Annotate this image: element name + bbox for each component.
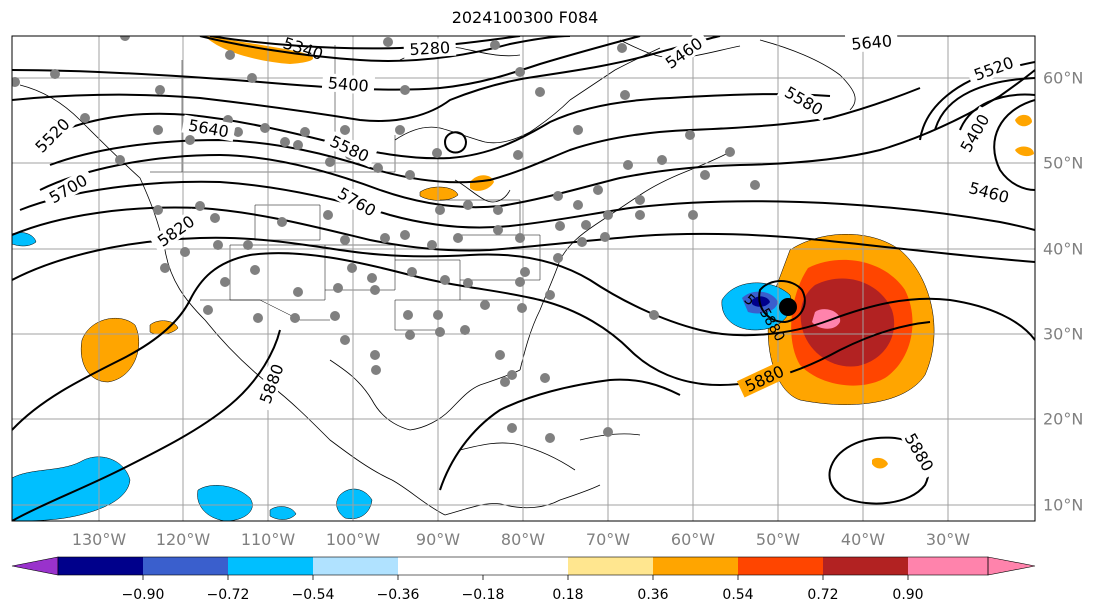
lat-label: 20°N bbox=[1043, 409, 1084, 429]
lat-label: 10°N bbox=[1043, 495, 1084, 515]
contour-5340 bbox=[199, 36, 571, 62]
colorbar bbox=[11, 556, 1036, 580]
colorbar-extend-min bbox=[11, 556, 59, 576]
anomaly-region-darkred bbox=[800, 278, 895, 367]
anomaly-region-pacific-1 bbox=[80, 317, 139, 383]
anomaly-region-tropics-1 bbox=[872, 457, 888, 469]
contour-label: 5460 bbox=[967, 178, 1011, 207]
colorbar-segment bbox=[143, 557, 228, 575]
lat-label: 50°N bbox=[1043, 153, 1084, 173]
anomaly-region-navy bbox=[752, 296, 770, 307]
colorbar-tick-label: −0.54 bbox=[291, 587, 335, 603]
contour-low-storm bbox=[758, 280, 806, 324]
coastlines bbox=[19, 39, 856, 516]
contour-label: 5580 bbox=[781, 83, 826, 120]
lon-label: 40°W bbox=[840, 530, 886, 549]
contour-east-closed bbox=[993, 99, 1035, 191]
colorbar-segment bbox=[398, 557, 483, 575]
contour-5880-loop bbox=[828, 436, 930, 505]
colorbar-segment bbox=[653, 557, 738, 575]
contour-label: 5880 bbox=[742, 362, 787, 396]
colorbar-segment bbox=[738, 557, 823, 575]
anomaly-region-sw-4 bbox=[336, 488, 373, 519]
contour-east-5400 bbox=[959, 93, 1035, 131]
lon-label: 80°W bbox=[500, 530, 546, 549]
colorbar-segment bbox=[58, 557, 143, 575]
lat-label: 30°N bbox=[1043, 324, 1084, 344]
colorbar-tick-label: −0.72 bbox=[206, 587, 250, 603]
colorbar-tick-label: 0.18 bbox=[552, 587, 584, 603]
lon-label: 100°W bbox=[325, 530, 381, 549]
map-title: 2024100300 F084 bbox=[451, 8, 599, 27]
contour-label: 5760 bbox=[334, 184, 379, 221]
contour-label: 5700 bbox=[46, 171, 91, 208]
anomaly-region-sw-3 bbox=[269, 506, 297, 520]
contour-label: 5280 bbox=[409, 38, 451, 59]
lon-label: 110°W bbox=[240, 530, 296, 549]
contour-5820 bbox=[12, 236, 1035, 341]
colorbar-tick-label: −0.90 bbox=[121, 587, 165, 603]
map-frame bbox=[11, 35, 1036, 522]
contour-closed-low bbox=[443, 131, 468, 154]
colorbar-segment bbox=[313, 557, 398, 575]
contour-label: 5640 bbox=[851, 31, 893, 53]
lon-label: 50°W bbox=[755, 530, 801, 549]
contour-east-5460 bbox=[934, 77, 1035, 131]
colorbar-segment bbox=[908, 557, 988, 575]
colorbar-segment bbox=[568, 557, 653, 575]
lon-label: 120°W bbox=[155, 530, 211, 549]
contour-5280 bbox=[209, 36, 521, 50]
anomaly-region-sw-2 bbox=[197, 485, 253, 521]
contour-5640 bbox=[39, 69, 1035, 209]
contour-label: 5880 bbox=[256, 361, 288, 406]
anomaly-region-east-1 bbox=[1015, 114, 1032, 127]
colorbar-extend-max bbox=[987, 556, 1036, 576]
colorbar-tick-label: −0.36 bbox=[376, 587, 420, 603]
colorbar-tick-label: 0.36 bbox=[637, 587, 669, 603]
storm-center-marker bbox=[779, 298, 797, 316]
lon-label: 30°W bbox=[925, 530, 971, 549]
lat-label: 40°N bbox=[1043, 239, 1084, 259]
contour-label: 5400 bbox=[327, 73, 369, 95]
contour-5460-west bbox=[12, 36, 721, 122]
lon-label: 60°W bbox=[670, 530, 716, 549]
contour-5520-west bbox=[39, 93, 831, 160]
colorbar-segment bbox=[483, 557, 568, 575]
anomaly-region-east-2 bbox=[1015, 146, 1034, 157]
lon-label: 130°W bbox=[71, 530, 127, 549]
contour-5580 bbox=[49, 87, 921, 184]
colorbar-tick-label: −0.18 bbox=[461, 587, 505, 603]
colorbar-tick-label: 0.90 bbox=[892, 587, 924, 603]
colorbar-tick-label: 0.72 bbox=[807, 587, 839, 603]
anomaly-region-lakes bbox=[419, 186, 459, 201]
lon-label: 90°W bbox=[415, 530, 461, 549]
lon-label: 70°W bbox=[585, 530, 631, 549]
colorbar-tick-label: 0.54 bbox=[722, 587, 754, 603]
contour-label: 5880 bbox=[901, 430, 938, 475]
lat-label: 60°N bbox=[1043, 68, 1084, 88]
colorbar-segment bbox=[228, 557, 313, 575]
colorbar-segment bbox=[823, 557, 908, 575]
station-markers bbox=[12, 36, 760, 443]
contour-5880-south bbox=[12, 329, 281, 521]
anomaly-region-west-edge bbox=[12, 232, 37, 247]
contour-5880-tropics bbox=[439, 378, 681, 491]
shaded-anomaly-fields bbox=[12, 36, 1034, 521]
anomaly-region-lakes-2 bbox=[470, 175, 494, 191]
contour-5700 bbox=[19, 180, 1035, 231]
